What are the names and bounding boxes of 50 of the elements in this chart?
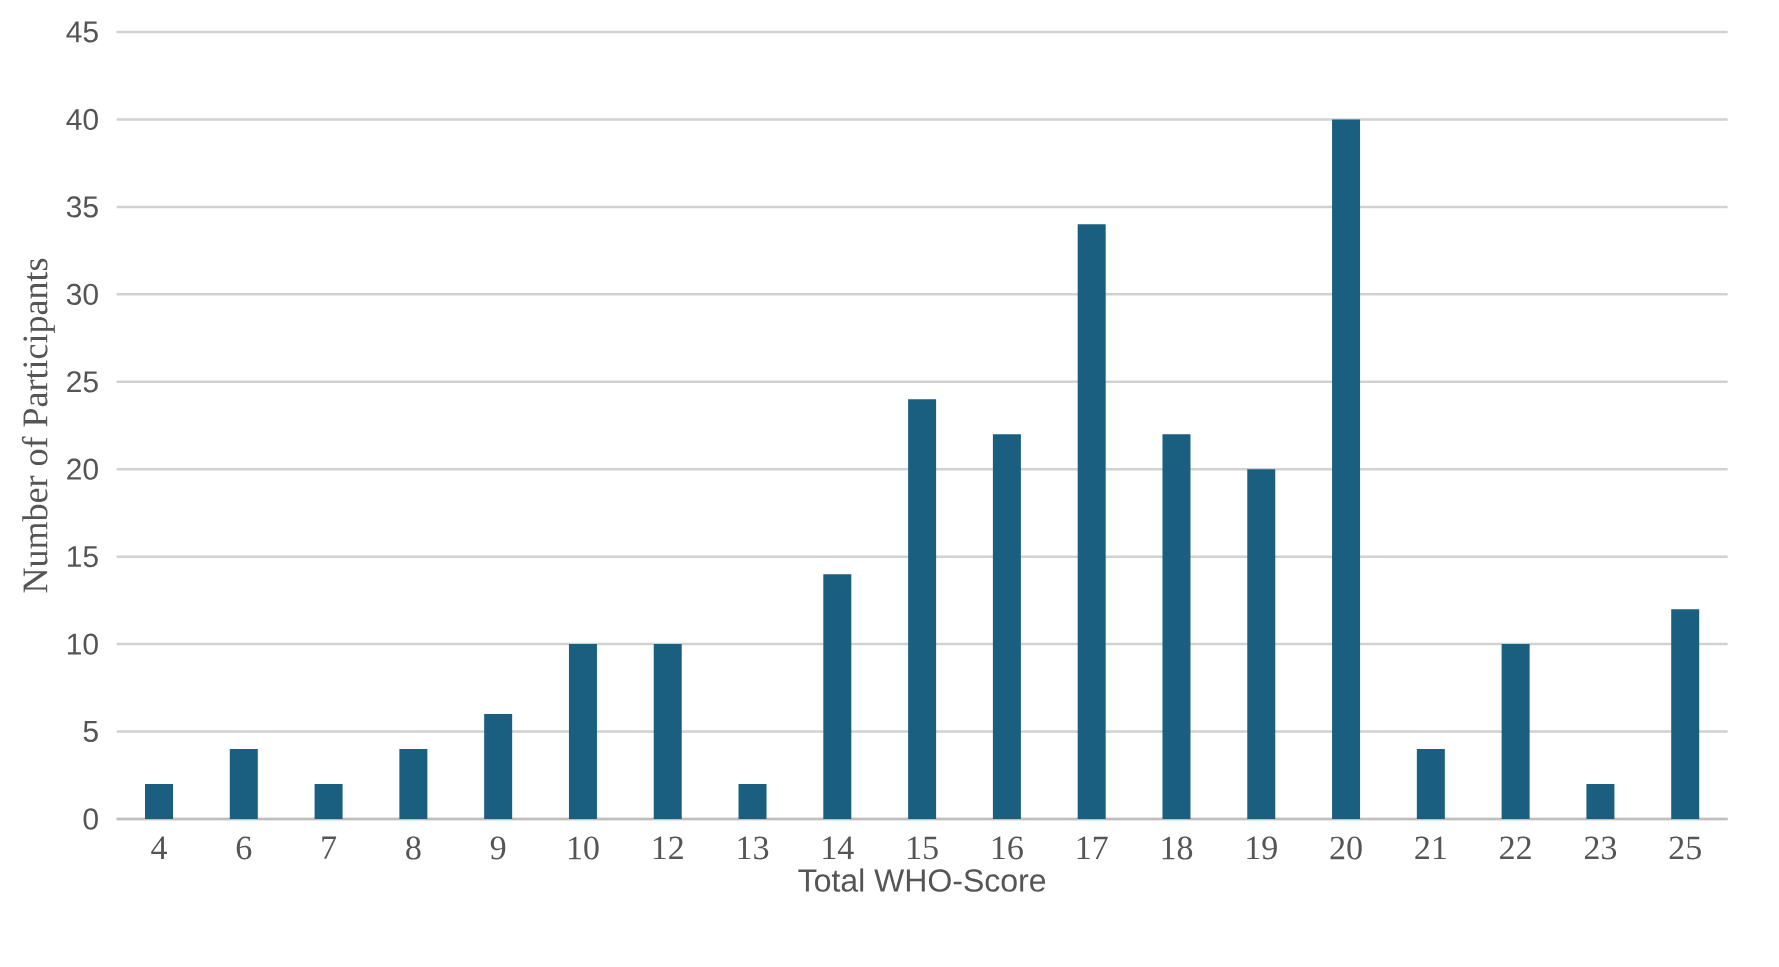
bar: [1586, 784, 1615, 819]
x-tick-label: 20: [1330, 836, 1362, 860]
y-axis-title: Number of Participants: [21, 258, 55, 593]
bar: [1501, 644, 1530, 819]
y-tick-label: 35: [66, 196, 98, 218]
x-tick-label: 22: [1500, 836, 1531, 860]
y-tick-label: 20: [67, 458, 98, 480]
bar: [568, 644, 597, 819]
bar: [314, 784, 343, 819]
y-tick-label: 0: [83, 808, 98, 830]
bar: [1332, 119, 1361, 819]
y-tick-label: 30: [66, 283, 98, 305]
y-tick-label: 5: [83, 721, 98, 743]
y-tick-label: 40: [66, 108, 98, 131]
x-tick-label: 8: [406, 836, 421, 860]
x-tick-label: 23: [1584, 836, 1617, 860]
x-tick-label: 21: [1415, 836, 1446, 860]
x-tick-label: 12: [653, 836, 683, 860]
x-axis-title: Total WHO-Score: [798, 868, 1046, 892]
x-tick-label: 9: [490, 836, 506, 860]
bar: [653, 644, 682, 819]
x-tick-label: 4: [151, 836, 167, 859]
x-tick-label: 7: [322, 836, 337, 859]
x-tick-label: 6: [236, 836, 252, 860]
y-tick-label: 15: [68, 546, 98, 568]
bar: [738, 784, 767, 819]
bar: [908, 399, 937, 819]
bar: [1416, 749, 1445, 819]
y-tick-label: 45: [66, 21, 98, 43]
x-tick-label: 17: [1077, 836, 1108, 859]
x-tick-label: 10: [568, 836, 599, 860]
bar: [145, 784, 174, 819]
x-tick-label: 19: [1247, 836, 1277, 860]
x-tick-label: 16: [992, 836, 1023, 860]
bar: [1671, 609, 1700, 819]
bar: [1247, 469, 1276, 819]
bar: [992, 434, 1021, 819]
bar: [399, 749, 428, 819]
bar: [1162, 434, 1191, 819]
x-tick-label: 18: [1162, 836, 1193, 860]
x-tick-label: 25: [1669, 836, 1701, 860]
bar: [1077, 224, 1106, 819]
x-tick-label: 13: [738, 836, 769, 860]
y-tick-label: 25: [67, 371, 98, 393]
bar: [484, 714, 513, 819]
x-tick-label: 15: [908, 836, 938, 860]
bar: [823, 574, 852, 819]
bar: [229, 749, 258, 819]
y-tick-label: 10: [68, 633, 98, 655]
x-tick-label: 14: [823, 836, 854, 859]
